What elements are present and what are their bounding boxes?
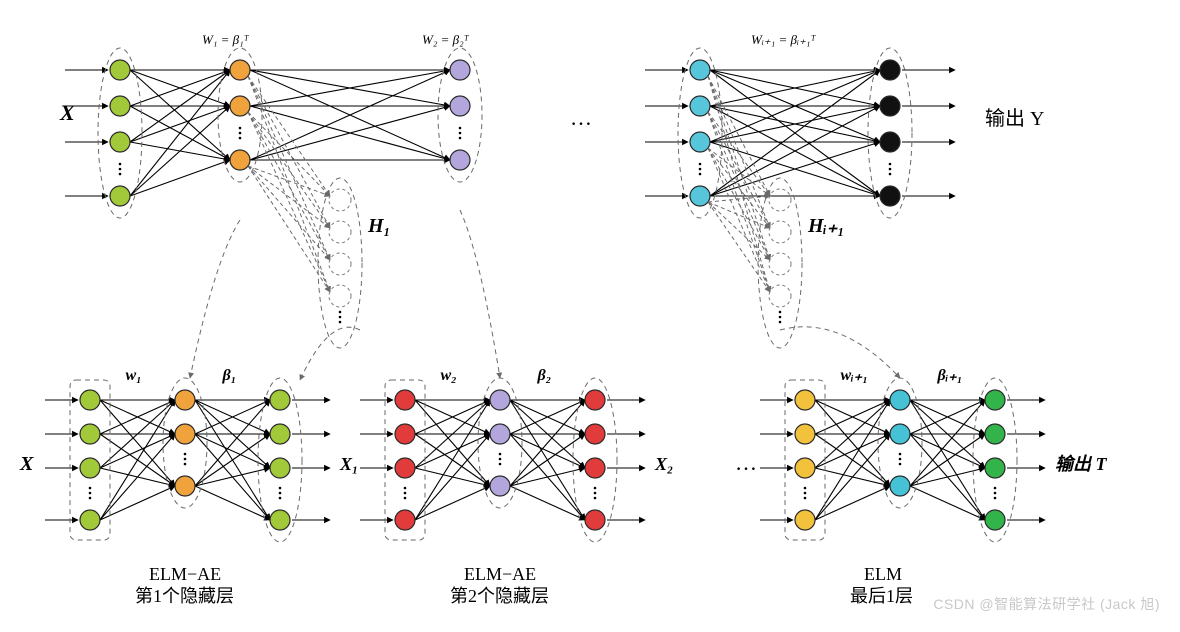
node: [690, 96, 710, 116]
node: [80, 458, 100, 478]
svg-text:β₂: β₂: [537, 367, 552, 384]
svg-text:X: X: [19, 453, 34, 475]
node: [585, 510, 605, 530]
node: [880, 60, 900, 80]
svg-text:w₁: w₁: [126, 367, 142, 384]
node: [230, 150, 250, 170]
svg-text:ELM: ELM: [864, 564, 902, 584]
node: [490, 476, 510, 496]
mapping-curve: [300, 327, 360, 380]
node: [985, 390, 1005, 410]
node: [270, 510, 290, 530]
node: [985, 458, 1005, 478]
node: [795, 458, 815, 478]
svg-text:Hᵢ₊₁: Hᵢ₊₁: [807, 215, 844, 237]
node: [880, 186, 900, 206]
watermark-text: CSDN @智能算法研学社 (Jack 旭): [933, 594, 1160, 614]
svg-text:W₁ = β₁ᵀ: W₁ = β₁ᵀ: [202, 32, 250, 47]
node: [880, 132, 900, 152]
node: [80, 424, 100, 444]
svg-text:W₂ = β₂ᵀ: W₂ = β₂ᵀ: [422, 32, 470, 47]
node: [585, 424, 605, 444]
svg-text:X: X: [59, 100, 76, 125]
svg-text:第1个隐藏层: 第1个隐藏层: [135, 586, 234, 606]
node: [175, 476, 195, 496]
svg-text:最后1层: 最后1层: [850, 586, 913, 606]
node: [795, 510, 815, 530]
node: [395, 390, 415, 410]
node: [690, 132, 710, 152]
node: [985, 424, 1005, 444]
node: [230, 96, 250, 116]
node: [270, 424, 290, 444]
svg-text:βᵢ₊₁: βᵢ₊₁: [937, 367, 963, 384]
node: [490, 424, 510, 444]
hidden-node: [769, 253, 791, 275]
hidden-node: [329, 285, 351, 307]
node: [890, 424, 910, 444]
node: [80, 390, 100, 410]
node: [985, 510, 1005, 530]
node: [690, 60, 710, 80]
node: [230, 60, 250, 80]
node: [585, 458, 605, 478]
mapping-curve: [460, 210, 500, 378]
node: [585, 390, 605, 410]
svg-text:H₁: H₁: [367, 215, 391, 237]
node: [450, 96, 470, 116]
node: [880, 96, 900, 116]
node: [450, 150, 470, 170]
node: [110, 60, 130, 80]
node: [270, 390, 290, 410]
node: [450, 60, 470, 80]
node: [690, 186, 710, 206]
diagram-svg: W₁ = β₁ᵀ W₂ = β₂ᵀ Wᵢ₊₁ = βᵢ₊₁ᵀ X … 输出 Y H₁ Hᵢ₊₁…: [0, 0, 1180, 632]
svg-text:β₁: β₁: [222, 367, 237, 384]
svg-text:输出 T: 输出 T: [1055, 454, 1107, 474]
node: [175, 390, 195, 410]
node: [175, 424, 195, 444]
svg-text:X₁: X₁: [339, 454, 358, 474]
mapping-curve: [190, 220, 240, 378]
node: [395, 510, 415, 530]
svg-text:ELM−AE: ELM−AE: [149, 564, 221, 584]
svg-text:Wᵢ₊₁ = βᵢ₊₁ᵀ: Wᵢ₊₁ = βᵢ₊₁ᵀ: [751, 32, 816, 47]
node: [795, 390, 815, 410]
svg-text:w₂: w₂: [441, 367, 457, 384]
svg-text:第2个隐藏层: 第2个隐藏层: [450, 586, 549, 606]
hidden-node: [329, 189, 351, 211]
node: [110, 186, 130, 206]
node: [110, 96, 130, 116]
svg-text:输出 Y: 输出 Y: [985, 107, 1044, 130]
svg-text:ELM−AE: ELM−AE: [464, 564, 536, 584]
node: [270, 458, 290, 478]
svg-text:…: …: [735, 450, 757, 475]
hidden-node: [329, 253, 351, 275]
node: [80, 510, 100, 530]
hidden-node: [769, 189, 791, 211]
node: [395, 424, 415, 444]
svg-text:wᵢ₊₁: wᵢ₊₁: [841, 367, 868, 384]
hidden-node: [769, 285, 791, 307]
svg-text:…: …: [570, 105, 592, 130]
node: [110, 132, 130, 152]
node: [490, 390, 510, 410]
hidden-node: [329, 221, 351, 243]
node: [795, 424, 815, 444]
node: [890, 390, 910, 410]
hidden-node: [769, 221, 791, 243]
node: [395, 458, 415, 478]
svg-text:X₂: X₂: [654, 454, 673, 474]
node: [890, 476, 910, 496]
